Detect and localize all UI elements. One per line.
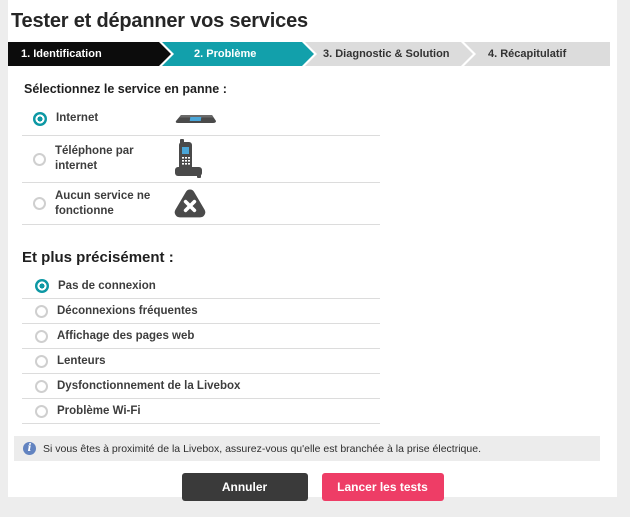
action-buttons: Annuler Lancer les tests	[8, 473, 617, 501]
service-option-aucun-service[interactable]: Aucun service ne fonctionne	[22, 183, 380, 225]
service-option-label: Aucun service ne fonctionne	[55, 189, 151, 217]
service-option-telephone[interactable]: Téléphone par internet	[22, 136, 380, 183]
radio-lenteurs[interactable]	[35, 354, 48, 368]
step-identification[interactable]: 1. Identification	[8, 42, 171, 66]
service-option-label: Internet	[56, 112, 99, 125]
service-section-heading: Sélectionnez le service en panne :	[24, 82, 227, 96]
info-text: Si vous êtes à proximité de la Livebox, …	[43, 442, 481, 455]
service-option-label: Téléphone par internet	[55, 145, 134, 172]
detail-option-lenteurs[interactable]: Lenteurs	[22, 349, 380, 374]
detail-option-dysfonctionnement-livebox[interactable]: Dysfonctionnement de la Livebox	[22, 374, 380, 399]
detail-option-label: Déconnexions fréquentes	[57, 305, 198, 317]
info-banner: i Si vous êtes à proximité de la Livebox…	[14, 436, 600, 461]
detail-option-label: Dysfonctionnement de la Livebox	[57, 380, 241, 392]
detail-option-label: Affichage des pages web	[57, 330, 195, 342]
radio-telephone[interactable]	[33, 152, 46, 166]
radio-internet[interactable]	[33, 111, 47, 126]
troubleshoot-wizard-panel: Tester et dépanner vos services 1. Ident…	[8, 0, 617, 501]
no-service-icon	[173, 188, 207, 219]
service-option-internet[interactable]: Internet	[22, 102, 380, 136]
radio-pas-de-connexion[interactable]	[35, 279, 49, 293]
radio-aucun-service[interactable]	[33, 197, 46, 210]
launch-tests-button[interactable]: Lancer les tests	[321, 473, 444, 501]
wizard-steps: 1. Identification 2. Problème 3. Diagnos…	[8, 42, 617, 66]
detail-section-heading: Et plus précisément :	[22, 249, 174, 266]
detail-option-label: Problème Wi-Fi	[57, 405, 141, 417]
modem-icon	[174, 112, 218, 126]
detail-option-label: Lenteurs	[57, 355, 106, 367]
cancel-button[interactable]: Annuler	[181, 473, 308, 501]
detail-option-probleme-wifi[interactable]: Problème Wi-Fi	[22, 399, 380, 424]
detail-option-pas-de-connexion[interactable]: Pas de connexion	[22, 274, 380, 299]
radio-probleme-wifi[interactable]	[35, 404, 48, 418]
info-icon: i	[23, 442, 36, 455]
detail-options-list: Pas de connexion Déconnexions fréquentes…	[22, 274, 380, 424]
service-options-list: Internet Téléphone par internet	[22, 102, 380, 225]
step-probleme[interactable]: 2. Problème	[162, 42, 314, 66]
step-diagnostic-solution[interactable]: 3. Diagnostic & Solution	[305, 42, 473, 66]
page-title: Tester et dépanner vos services	[11, 10, 308, 32]
step-recapitulatif[interactable]: 4. Récapitulatif	[464, 42, 610, 66]
radio-affichage-pages[interactable]	[35, 329, 48, 343]
detail-option-label: Pas de connexion	[58, 280, 156, 292]
detail-option-affichage-pages[interactable]: Affichage des pages web	[22, 324, 380, 349]
detail-option-deconnexions[interactable]: Déconnexions fréquentes	[22, 299, 380, 324]
radio-dysfonctionnement-livebox[interactable]	[35, 379, 48, 393]
voip-phone-icon	[173, 139, 205, 179]
radio-deconnexions[interactable]	[35, 304, 48, 318]
